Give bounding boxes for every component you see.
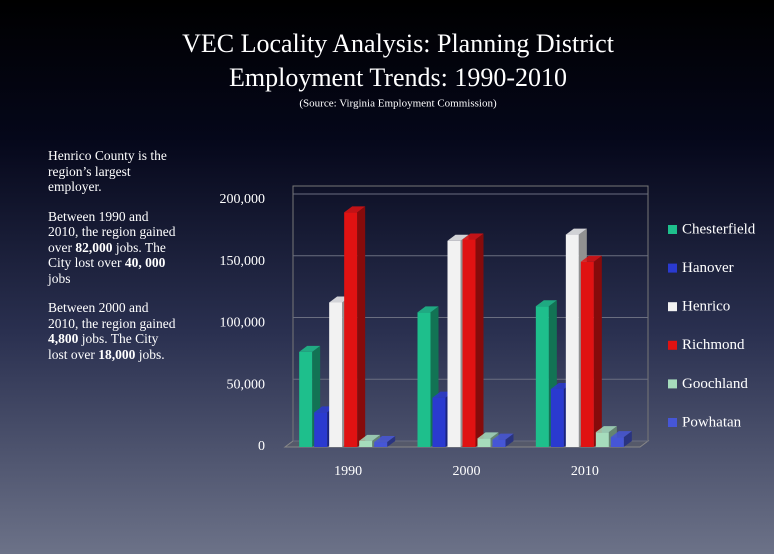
- bar-top: [565, 228, 587, 235]
- note-text: 18,000: [98, 346, 136, 362]
- note-text: Between 2000 and 2010, the region gained: [48, 300, 176, 331]
- legend-swatch: [668, 225, 677, 234]
- legend-swatch: [668, 340, 677, 350]
- bar: [477, 438, 491, 447]
- bar: [565, 234, 579, 447]
- title-line: Employment Trends: 1990-2010: [229, 63, 567, 92]
- bar: [417, 312, 431, 447]
- bar-top: [417, 306, 439, 313]
- y-tick-label: 50,000: [227, 377, 266, 392]
- bar-top: [535, 300, 557, 307]
- title-line: VEC Locality Analysis: Planning District: [182, 29, 615, 58]
- note-text: Henrico County is the region’s largest e…: [48, 148, 167, 194]
- legend-label: Richmond: [682, 337, 745, 353]
- back-wall: [292, 185, 649, 441]
- note-text: jobs. The City lost over: [48, 239, 166, 271]
- legend-swatch: [668, 418, 677, 427]
- bar-top: [492, 433, 514, 440]
- bar-top: [374, 436, 396, 443]
- note: Between 1990 and 2010, the region gained…: [48, 209, 178, 287]
- note-text: 4,800: [48, 331, 79, 346]
- bar: [595, 432, 609, 447]
- bar-top: [595, 426, 617, 433]
- legend-label: Powhatan: [682, 414, 742, 430]
- bar-side: [505, 433, 514, 447]
- x-tick-label: 1990: [334, 464, 362, 479]
- bar: [550, 388, 564, 447]
- bar-top: [477, 432, 499, 439]
- bar: [492, 439, 506, 447]
- bar-side: [623, 431, 632, 447]
- x-tick-label: 2000: [453, 464, 481, 479]
- subtitle: (Source: Virginia Employment Commission): [299, 98, 497, 110]
- bar-side: [387, 436, 396, 447]
- bar-side: [357, 206, 366, 447]
- bar: [374, 442, 388, 447]
- legend-label: Chesterfield: [682, 221, 756, 237]
- legend-label: Henrico: [682, 299, 730, 315]
- bar: [432, 397, 446, 447]
- note-text: Between 1990 and 2010, the region gained…: [48, 208, 176, 255]
- bar-side: [593, 255, 602, 447]
- note: Between 2000 and 2010, the region gained…: [48, 300, 178, 362]
- bar-top: [462, 233, 484, 240]
- bar-top: [344, 206, 366, 213]
- bar: [344, 212, 358, 447]
- note-text: 40, 000: [124, 255, 166, 270]
- bar: [314, 412, 328, 447]
- bar: [329, 302, 343, 447]
- bar-top: [359, 434, 381, 441]
- legend-swatch: [668, 302, 677, 312]
- y-tick-label: 100,000: [220, 316, 266, 331]
- note-text: jobs. The City lost over: [48, 331, 159, 362]
- bar-top: [447, 234, 469, 241]
- legend-label: Hanover: [682, 260, 734, 276]
- note-text: 82,000: [75, 239, 113, 255]
- note-text: jobs.: [135, 346, 165, 362]
- bar-top: [299, 345, 321, 352]
- legend-swatch: [668, 263, 677, 273]
- legend-label: Goochland: [682, 376, 748, 392]
- bar: [580, 261, 594, 447]
- bar: [359, 440, 373, 447]
- bar-side: [475, 233, 484, 447]
- bar: [299, 351, 313, 447]
- legend-swatch: [668, 379, 677, 389]
- bar-top: [580, 255, 602, 262]
- note: Henrico County is the region’s largest e…: [48, 148, 178, 195]
- notes: Henrico County is the region’s largest e…: [48, 148, 178, 376]
- bar: [447, 240, 461, 447]
- y-tick-label: 150,000: [220, 254, 266, 269]
- x-tick-label: 2010: [571, 464, 599, 479]
- y-tick-label: 0: [258, 439, 265, 454]
- y-tick-label: 200,000: [220, 192, 266, 207]
- bar: [535, 306, 549, 447]
- bar-top: [610, 431, 632, 438]
- bar: [462, 239, 476, 447]
- bar: [610, 437, 624, 447]
- note-text: jobs: [48, 270, 71, 286]
